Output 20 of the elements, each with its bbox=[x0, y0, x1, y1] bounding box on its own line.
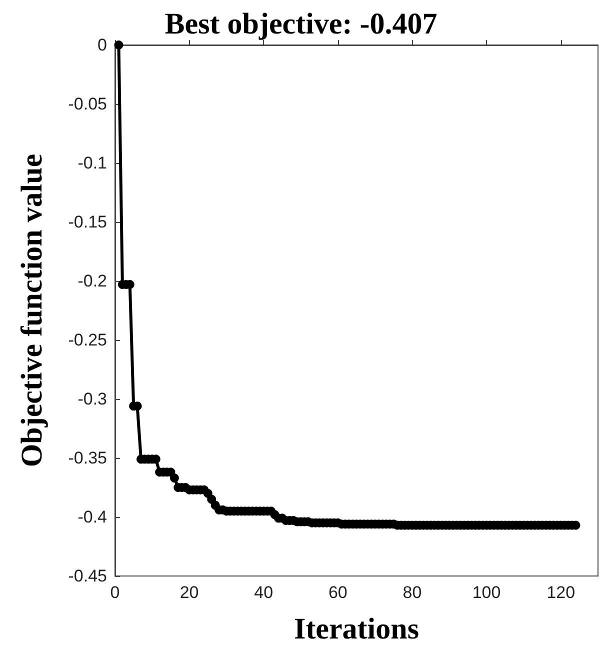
y-tick-label: -0.15 bbox=[68, 212, 107, 232]
y-tick-label: -0.3 bbox=[78, 390, 107, 408]
y-tick-label: -0.2 bbox=[78, 272, 107, 290]
y-tick-label: -0.1 bbox=[78, 154, 107, 172]
y-tick-label: -0.25 bbox=[68, 330, 107, 350]
y-tick-label: -0.4 bbox=[78, 508, 107, 526]
y-tick-label: -0.35 bbox=[68, 448, 107, 468]
x-tick-label: 20 bbox=[180, 583, 199, 602]
chart-title: Best objective: -0.407 bbox=[164, 8, 438, 40]
y-tick-label: -0.05 bbox=[68, 94, 107, 114]
x-axis-title: Iterations bbox=[294, 612, 419, 646]
y-axis-title: Objective function value bbox=[16, 154, 48, 468]
y-tick-label: 0 bbox=[98, 36, 107, 54]
x-tick-label: 120 bbox=[546, 583, 576, 602]
y-tick-label: -0.45 bbox=[68, 566, 107, 586]
x-tick-label: 80 bbox=[402, 583, 422, 602]
x-tick-label: 60 bbox=[328, 583, 348, 602]
x-tick-label: 0 bbox=[110, 583, 120, 602]
x-tick-label: 40 bbox=[254, 583, 274, 602]
x-tick-label: 100 bbox=[472, 583, 501, 602]
